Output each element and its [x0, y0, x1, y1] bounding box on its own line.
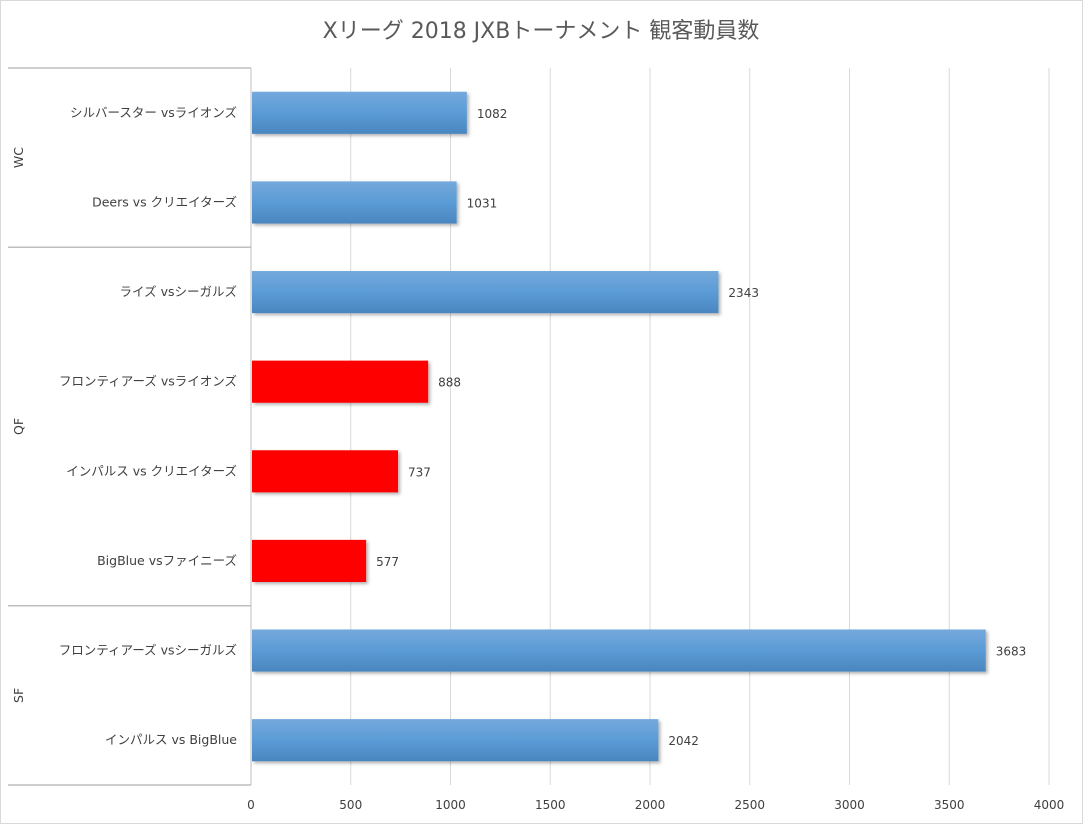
- category-label: フロンティアーズ vsシーガルズ: [59, 643, 237, 658]
- category-label: Deers vs クリエイターズ: [92, 194, 237, 209]
- category-label: インパルス vs BigBlue: [105, 732, 237, 747]
- category-label: BigBlue vsファイニーズ: [97, 553, 237, 568]
- bar: [252, 450, 399, 493]
- axes: [8, 67, 252, 786]
- x-tick-label: 500: [339, 798, 362, 812]
- bar: [252, 539, 367, 582]
- data-label: 737: [408, 465, 431, 479]
- bars: [252, 91, 986, 762]
- data-label: 3683: [996, 645, 1027, 659]
- gridlines: [350, 68, 1050, 785]
- category-label: ライズ vsシーガルズ: [119, 284, 237, 299]
- x-tick-label: 3500: [934, 798, 965, 812]
- category-label: インパルス vs クリエイターズ: [66, 463, 237, 478]
- x-tick-label: 2000: [635, 798, 666, 812]
- bar: [252, 271, 719, 314]
- category-label: フロンティアーズ vsライオンズ: [59, 374, 237, 389]
- group-label: QF: [11, 418, 26, 435]
- x-tick-label: 1000: [435, 798, 466, 812]
- bar: [252, 719, 659, 762]
- data-label: 2042: [668, 734, 699, 748]
- data-label: 2343: [728, 286, 759, 300]
- data-label: 1031: [467, 196, 498, 210]
- bar: [252, 629, 986, 672]
- group-label: SF: [11, 688, 26, 703]
- data-label: 1082: [477, 107, 508, 121]
- x-tick-label: 4000: [1034, 798, 1065, 812]
- bar: [252, 360, 429, 403]
- bar: [252, 91, 467, 134]
- group-label: WC: [11, 147, 26, 168]
- labels: 0 500 1000 1500 2000 2500 3000 3500 4000 WC QF SF シル…: [11, 105, 1064, 812]
- category-label: シルバースター vsライオンズ: [70, 105, 237, 120]
- x-tick-label: 1500: [535, 798, 566, 812]
- chart-title: Xリーグ 2018 JXBトーナメント 観客動員数: [323, 19, 760, 44]
- x-tick-label: 2500: [734, 798, 765, 812]
- x-tick-label: 3000: [834, 798, 865, 812]
- bar: [252, 181, 457, 224]
- data-label: 888: [438, 376, 461, 390]
- data-label: 577: [376, 555, 399, 569]
- x-tick-label: 0: [247, 798, 255, 812]
